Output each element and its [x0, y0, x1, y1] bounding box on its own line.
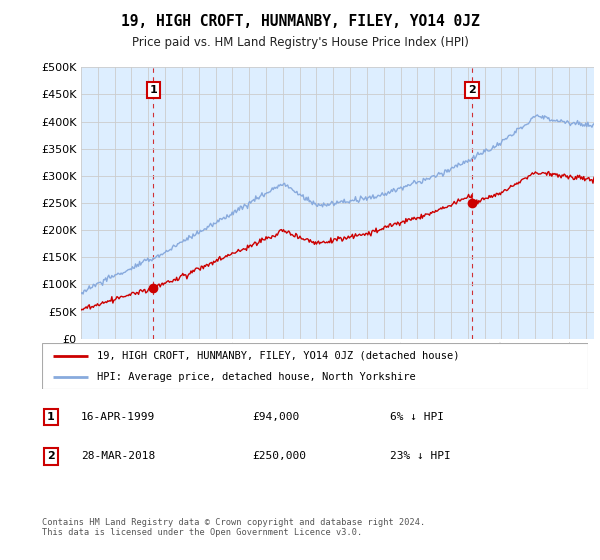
Text: 19, HIGH CROFT, HUNMANBY, FILEY, YO14 0JZ (detached house): 19, HIGH CROFT, HUNMANBY, FILEY, YO14 0J… — [97, 351, 459, 361]
Text: Price paid vs. HM Land Registry's House Price Index (HPI): Price paid vs. HM Land Registry's House … — [131, 36, 469, 49]
Text: 2: 2 — [468, 85, 476, 95]
Text: HPI: Average price, detached house, North Yorkshire: HPI: Average price, detached house, Nort… — [97, 372, 415, 382]
Text: 28-MAR-2018: 28-MAR-2018 — [81, 451, 155, 461]
Text: 1: 1 — [149, 85, 157, 95]
Text: 1: 1 — [47, 412, 55, 422]
Text: 23% ↓ HPI: 23% ↓ HPI — [390, 451, 451, 461]
Text: 19, HIGH CROFT, HUNMANBY, FILEY, YO14 0JZ: 19, HIGH CROFT, HUNMANBY, FILEY, YO14 0J… — [121, 14, 479, 29]
Text: £94,000: £94,000 — [252, 412, 299, 422]
Text: Contains HM Land Registry data © Crown copyright and database right 2024.
This d: Contains HM Land Registry data © Crown c… — [42, 518, 425, 538]
Text: 6% ↓ HPI: 6% ↓ HPI — [390, 412, 444, 422]
FancyBboxPatch shape — [42, 343, 588, 389]
Text: 16-APR-1999: 16-APR-1999 — [81, 412, 155, 422]
Text: 2: 2 — [47, 451, 55, 461]
Text: £250,000: £250,000 — [252, 451, 306, 461]
